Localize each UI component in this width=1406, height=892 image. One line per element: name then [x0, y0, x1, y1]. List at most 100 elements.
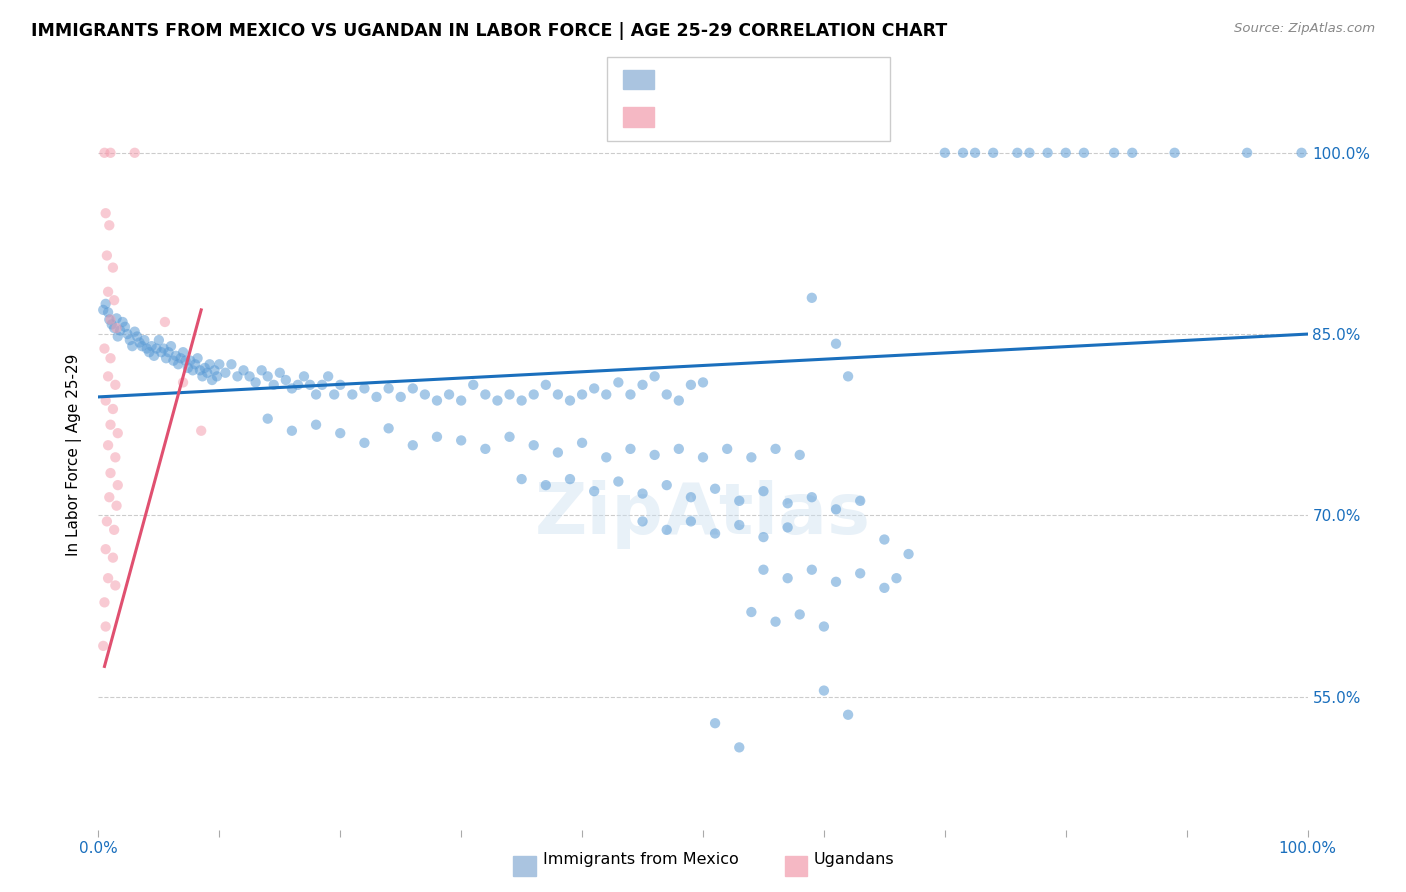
- Y-axis label: In Labor Force | Age 25-29: In Labor Force | Age 25-29: [66, 354, 83, 556]
- Point: [692, 376, 714, 390]
- Point: [194, 360, 217, 375]
- Text: ZipAtlas: ZipAtlas: [536, 481, 870, 549]
- Point: [100, 351, 122, 366]
- Point: [114, 319, 136, 334]
- Point: [583, 484, 606, 499]
- Point: [131, 339, 153, 353]
- Point: [103, 293, 125, 308]
- Point: [292, 369, 315, 384]
- Point: [269, 366, 291, 380]
- Point: [187, 351, 209, 366]
- Point: [281, 381, 304, 395]
- Point: [631, 486, 654, 500]
- Point: [571, 387, 593, 401]
- Point: [595, 387, 617, 401]
- Point: [1236, 145, 1258, 160]
- Point: [305, 417, 328, 432]
- Point: [800, 490, 823, 504]
- Point: [97, 369, 120, 384]
- Point: [316, 369, 339, 384]
- Point: [776, 520, 799, 534]
- Point: [256, 369, 278, 384]
- Point: [776, 496, 799, 510]
- Point: [619, 387, 641, 401]
- Point: [152, 342, 174, 356]
- Point: [523, 438, 546, 452]
- Point: [250, 363, 273, 377]
- Point: [728, 518, 751, 533]
- Point: [195, 366, 218, 380]
- Point: [413, 387, 436, 401]
- Point: [98, 490, 121, 504]
- Point: [679, 377, 702, 392]
- Point: [204, 363, 226, 377]
- Point: [145, 342, 167, 356]
- Point: [558, 472, 581, 486]
- Point: [96, 515, 118, 529]
- Point: [1102, 145, 1125, 160]
- Point: [91, 302, 114, 317]
- Point: [104, 450, 127, 465]
- Point: [100, 466, 122, 480]
- Point: [1073, 145, 1095, 160]
- Point: [138, 345, 160, 359]
- Point: [214, 366, 236, 380]
- Point: [728, 493, 751, 508]
- Point: [1036, 145, 1059, 160]
- Point: [450, 393, 472, 408]
- Point: [837, 369, 859, 384]
- Point: [239, 369, 262, 384]
- Point: [377, 421, 399, 435]
- Point: [498, 430, 520, 444]
- Point: [201, 373, 224, 387]
- Point: [631, 515, 654, 529]
- Point: [547, 387, 569, 401]
- Point: [174, 353, 197, 368]
- Point: [127, 329, 149, 343]
- Text: 0.087: 0.087: [690, 70, 738, 87]
- Point: [124, 325, 146, 339]
- Point: [97, 285, 120, 299]
- Point: [263, 377, 285, 392]
- Point: [208, 357, 231, 371]
- Point: [107, 478, 129, 492]
- Point: [162, 353, 184, 368]
- Point: [450, 434, 472, 448]
- Point: [179, 353, 201, 368]
- Point: [668, 393, 690, 408]
- Point: [1054, 145, 1077, 160]
- Point: [169, 351, 191, 366]
- Point: [426, 430, 449, 444]
- Point: [94, 542, 117, 557]
- Point: [607, 376, 630, 390]
- Point: [679, 490, 702, 504]
- Point: [389, 390, 412, 404]
- Point: [800, 563, 823, 577]
- Text: N =: N =: [741, 107, 789, 125]
- Point: [486, 393, 509, 408]
- Point: [474, 387, 496, 401]
- Point: [1121, 145, 1143, 160]
- Point: [167, 357, 190, 371]
- Point: [107, 426, 129, 441]
- Point: [105, 311, 128, 326]
- Point: [704, 526, 727, 541]
- Point: [134, 333, 156, 347]
- Point: [619, 442, 641, 456]
- Point: [558, 393, 581, 408]
- Point: [740, 605, 762, 619]
- Point: [849, 493, 872, 508]
- Point: [789, 607, 811, 622]
- Point: [329, 426, 352, 441]
- Point: [510, 472, 533, 486]
- Point: [353, 435, 375, 450]
- Point: [595, 450, 617, 465]
- Point: [740, 450, 762, 465]
- Point: [143, 349, 166, 363]
- Text: Immigrants from Mexico: Immigrants from Mexico: [543, 852, 738, 867]
- Point: [198, 357, 221, 371]
- Point: [534, 377, 557, 392]
- Point: [800, 291, 823, 305]
- Text: 0.247: 0.247: [690, 107, 738, 125]
- Point: [93, 595, 115, 609]
